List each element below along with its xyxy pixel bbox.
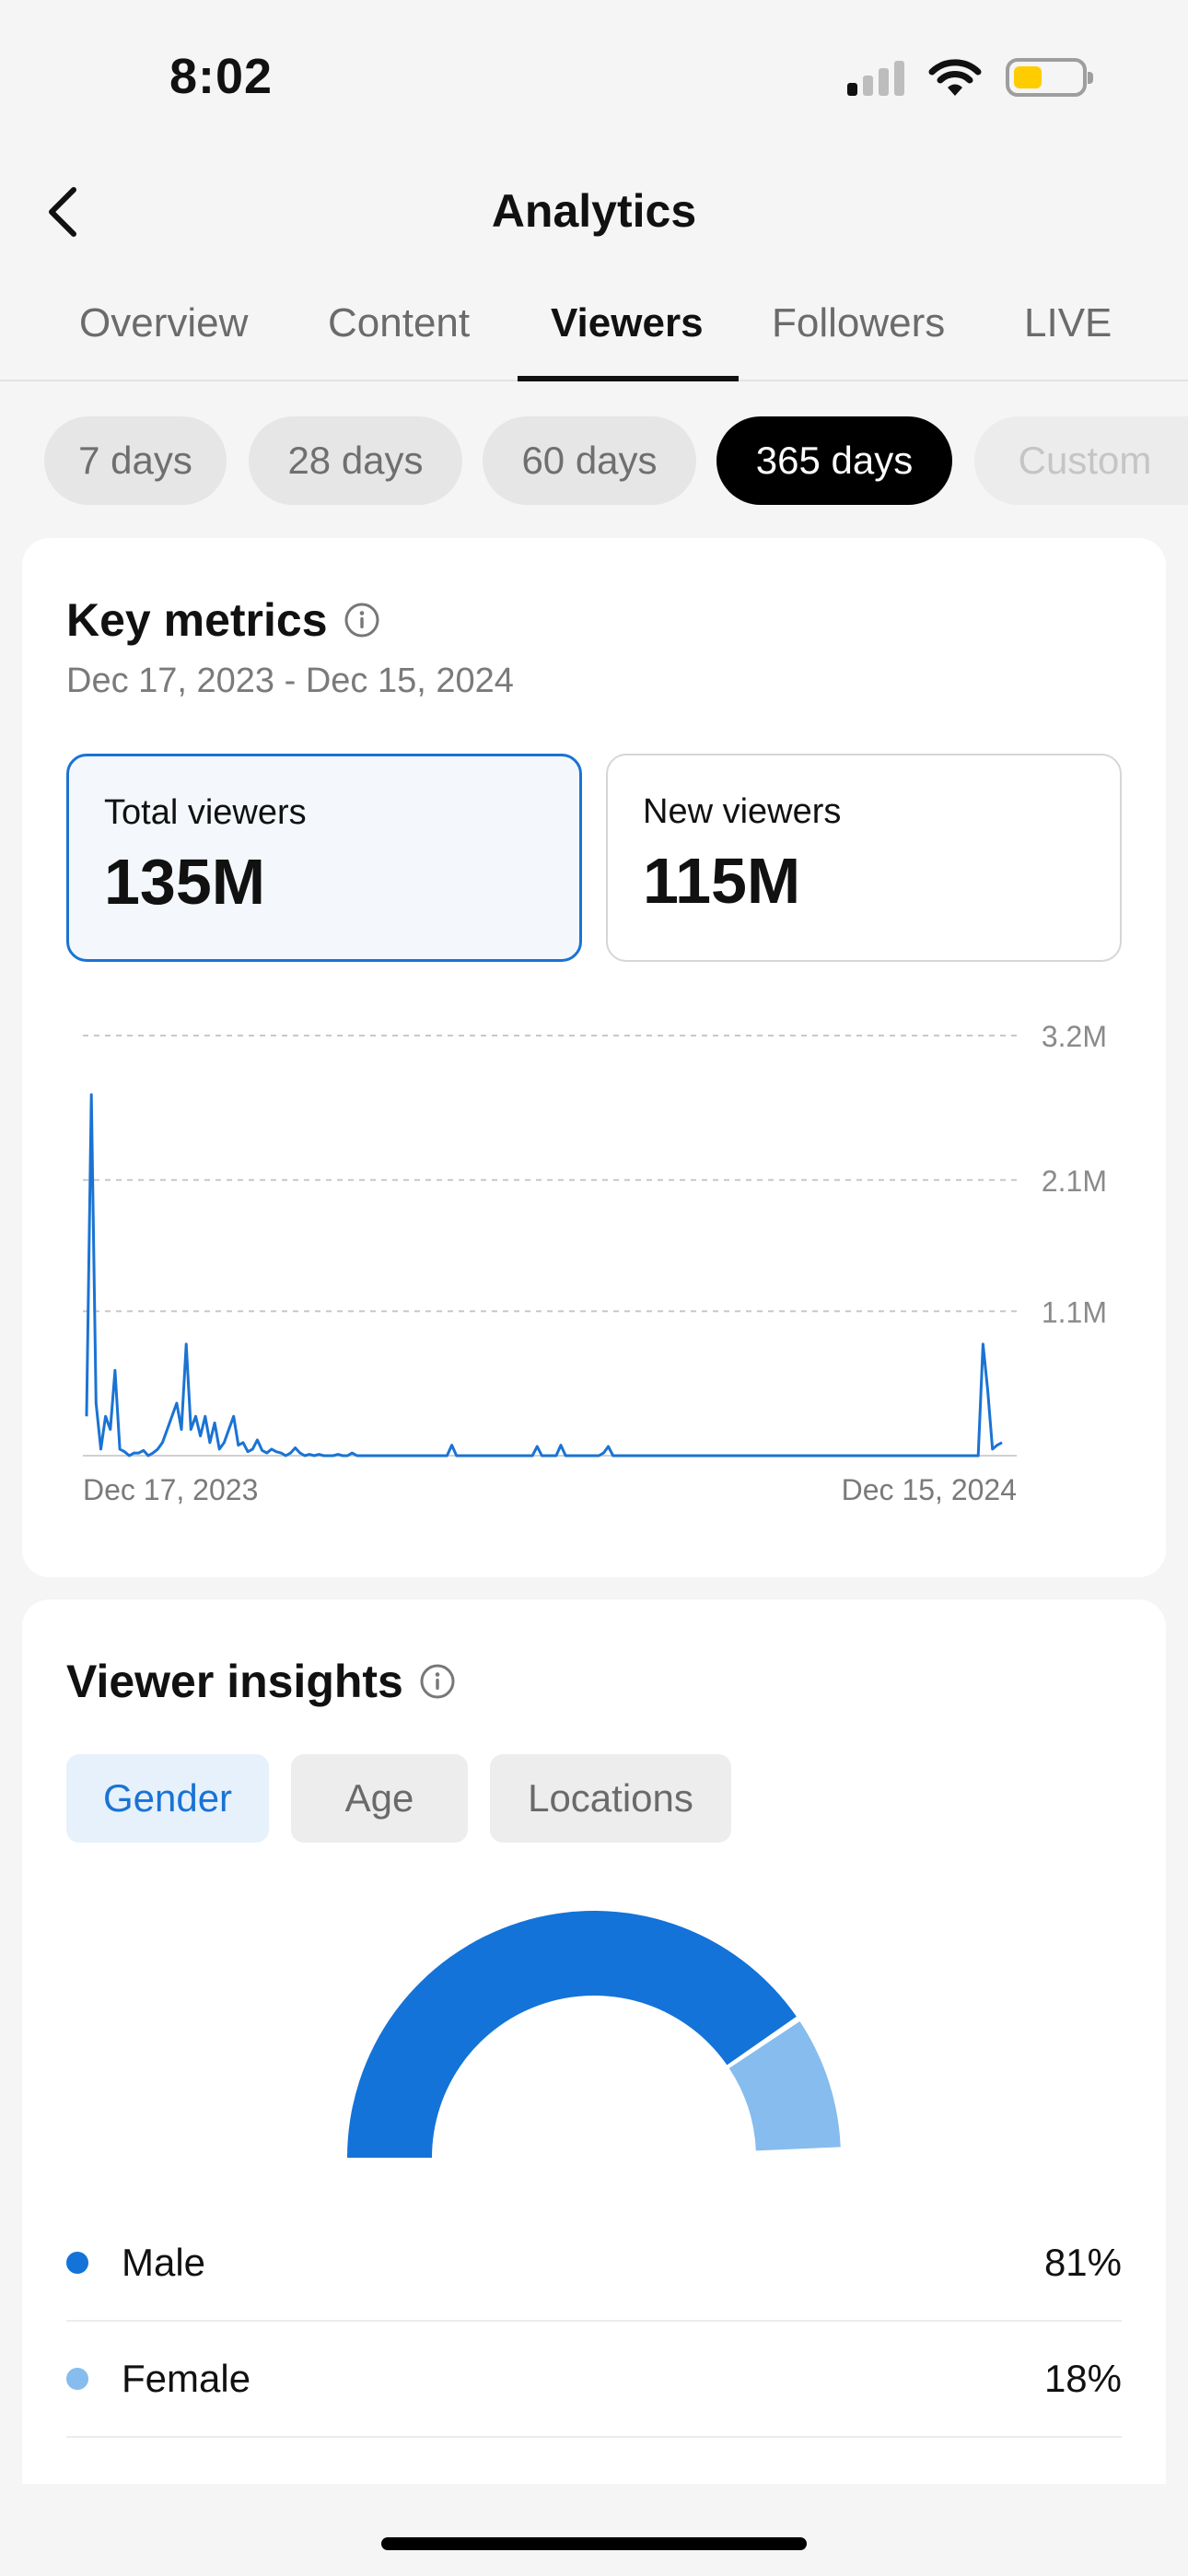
active-tab-indicator <box>518 376 739 381</box>
legend-row-male: Male 81% <box>66 2206 1122 2322</box>
new-viewers-label: New viewers <box>643 792 842 831</box>
viewers-line-chart: 3.2M 2.1M 1.1M Dec 17, 2023 Dec 15, 2024 <box>83 1020 1107 1506</box>
info-icon[interactable] <box>418 1662 457 1701</box>
chart-x-label-start: Dec 17, 2023 <box>83 1473 258 1506</box>
date-range: Dec 17, 2023 - Dec 15, 2024 <box>66 662 514 700</box>
chart-y-tick-label: 3.2M <box>1042 1020 1107 1053</box>
tab-overview[interactable]: Overview <box>79 300 249 345</box>
viewer-insights-heading: Viewer insights <box>66 1655 457 1708</box>
viewers-series-line <box>85 1093 1003 1458</box>
period-custom[interactable]: Custom <box>974 416 1188 505</box>
chevron-left-icon <box>49 187 76 237</box>
chart-y-tick-label: 2.1M <box>1042 1165 1107 1198</box>
segment-locations[interactable]: Locations <box>490 1754 731 1843</box>
total-viewers-card[interactable]: Total viewers 135M <box>66 754 582 962</box>
new-viewers-value: 115M <box>643 845 801 917</box>
period-365-days[interactable]: 365 days <box>716 416 952 505</box>
legend-dot-female <box>66 2368 88 2390</box>
legend-value-male: 81% <box>1043 2241 1122 2284</box>
chart-y-ticks: 3.2M 2.1M 1.1M <box>1042 1020 1107 1329</box>
total-viewers-label: Total viewers <box>104 793 307 832</box>
signal-icon <box>847 59 904 96</box>
segment-age[interactable]: Age <box>291 1754 468 1843</box>
legend-dot-male <box>66 2252 88 2274</box>
viewer-insights-card: Viewer insights <box>22 1599 1166 2484</box>
wifi-icon <box>928 59 982 96</box>
segment-gender[interactable]: Gender <box>66 1754 269 1843</box>
tab-content[interactable]: Content <box>328 300 471 345</box>
tab-followers[interactable]: Followers <box>772 300 946 345</box>
key-metrics-title: Key metrics <box>66 594 328 646</box>
status-icons <box>847 57 1093 98</box>
info-icon[interactable] <box>343 601 381 639</box>
total-viewers-value: 135M <box>104 846 266 918</box>
gender-gauge-chart <box>347 1911 841 2158</box>
key-metrics-heading: Key metrics <box>66 593 381 647</box>
status-time: 8:02 <box>169 49 274 104</box>
analytics-tabs: Overview Content Viewers Followers LIVE <box>0 295 1188 381</box>
tab-viewers[interactable]: Viewers <box>551 300 704 345</box>
chart-x-label-end: Dec 15, 2024 <box>842 1473 1017 1506</box>
chart-y-tick-label: 1.1M <box>1042 1295 1107 1329</box>
legend-label-male: Male <box>122 2241 206 2284</box>
viewer-insights-title: Viewer insights <box>66 1656 403 1707</box>
new-viewers-card[interactable]: New viewers 115M <box>606 754 1122 962</box>
period-60-days[interactable]: 60 days <box>483 416 696 505</box>
period-7-days[interactable]: 7 days <box>44 416 227 505</box>
page-title: Analytics <box>491 185 697 237</box>
gauge-segment-male <box>347 1911 797 2158</box>
home-indicator <box>381 2537 807 2550</box>
legend-row-female: Female 18% <box>66 2322 1122 2438</box>
legend-label-female: Female <box>122 2357 251 2400</box>
chart-gridlines <box>83 1035 1017 1457</box>
period-28-days[interactable]: 28 days <box>249 416 462 505</box>
gauge-segment-female <box>728 2021 841 2151</box>
back-button[interactable] <box>35 175 90 249</box>
key-metrics-card: Key metrics Dec 17, 2023 - Dec 15, 2024 … <box>22 538 1166 1577</box>
legend-value-female: 18% <box>1043 2357 1122 2400</box>
battery-icon <box>1006 58 1093 97</box>
tab-live[interactable]: LIVE <box>1024 300 1112 345</box>
